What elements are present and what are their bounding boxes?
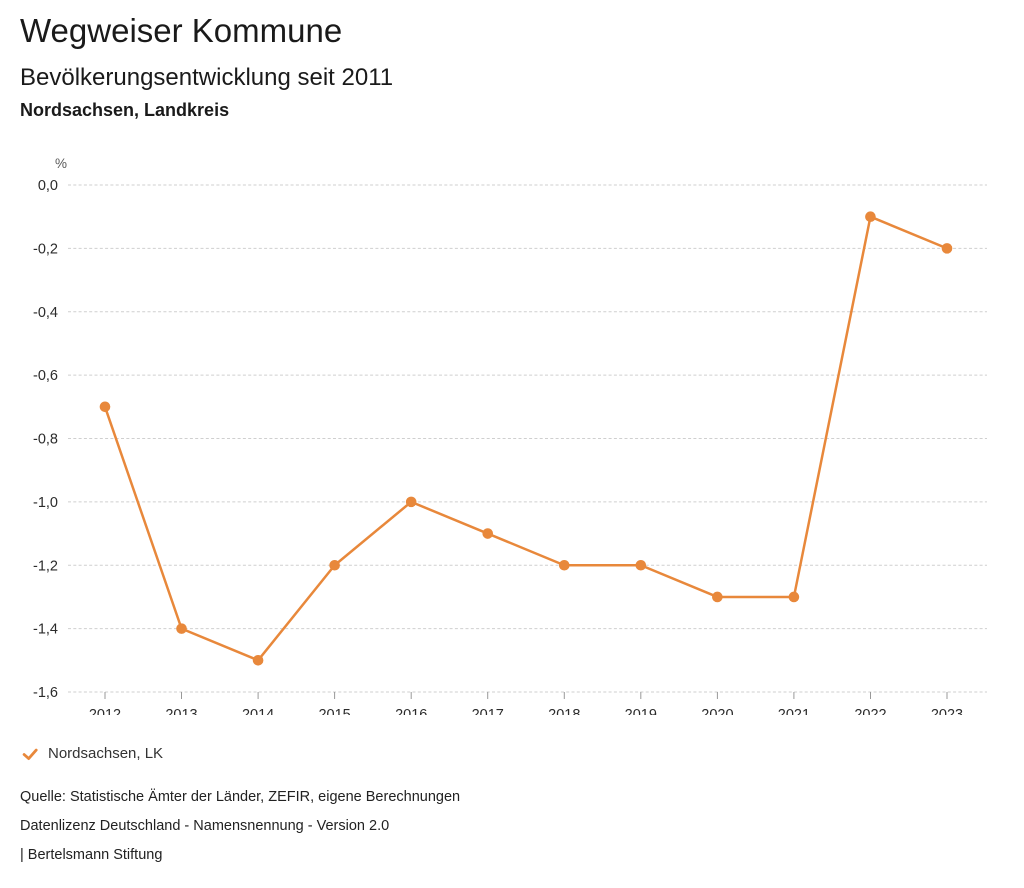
svg-text:-0,8: -0,8 [33, 432, 58, 448]
svg-text:2016: 2016 [395, 707, 427, 715]
svg-text:-1,2: -1,2 [33, 558, 58, 574]
svg-text:2021: 2021 [778, 707, 810, 715]
svg-text:2017: 2017 [472, 707, 504, 715]
svg-text:2018: 2018 [548, 707, 580, 715]
svg-text:2014: 2014 [242, 707, 274, 715]
svg-text:%: % [55, 156, 67, 171]
svg-text:2020: 2020 [701, 707, 733, 715]
svg-text:-1,0: -1,0 [33, 495, 58, 511]
svg-text:2019: 2019 [625, 707, 657, 715]
svg-text:-0,2: -0,2 [33, 241, 58, 257]
svg-text:-0,6: -0,6 [33, 368, 58, 384]
svg-text:2015: 2015 [318, 707, 350, 715]
svg-text:-0,4: -0,4 [33, 305, 58, 321]
svg-text:2013: 2013 [165, 707, 197, 715]
svg-text:2023: 2023 [931, 707, 963, 715]
svg-text:-1,6: -1,6 [33, 685, 58, 701]
svg-text:0,0: 0,0 [38, 178, 58, 194]
svg-text:2022: 2022 [854, 707, 886, 715]
svg-text:2012: 2012 [89, 707, 121, 715]
svg-text:-1,4: -1,4 [33, 622, 58, 638]
